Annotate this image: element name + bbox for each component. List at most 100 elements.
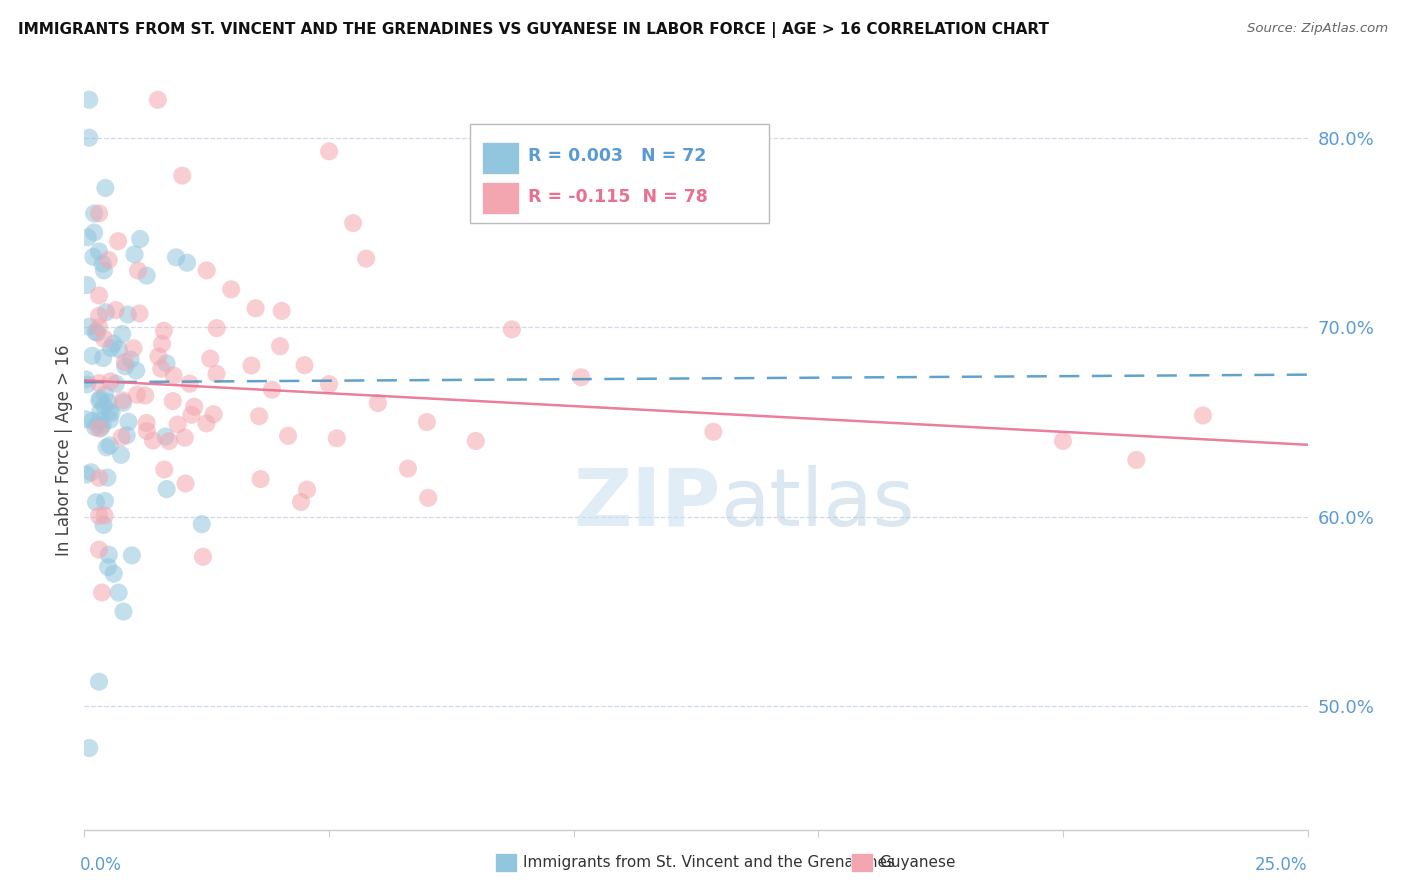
Y-axis label: In Labor Force | Age > 16: In Labor Force | Age > 16 — [55, 344, 73, 557]
Point — [205, 321, 228, 335]
Point — [191, 549, 214, 564]
Point — [82, 349, 104, 363]
Point — [89, 393, 111, 408]
Point — [240, 359, 263, 373]
Point — [87, 674, 110, 689]
Point — [124, 247, 146, 261]
Point — [98, 438, 121, 452]
Point — [702, 425, 724, 439]
Point — [76, 377, 98, 392]
Point — [202, 407, 225, 421]
Point — [318, 145, 340, 159]
Point — [100, 406, 122, 420]
Point — [77, 319, 100, 334]
Point — [166, 417, 188, 432]
Point — [76, 467, 98, 482]
Point — [416, 415, 439, 429]
Point — [94, 387, 117, 401]
Point — [135, 424, 157, 438]
Point — [114, 359, 136, 374]
Point — [103, 336, 125, 351]
Point — [172, 169, 194, 183]
Point — [155, 356, 177, 370]
Point — [103, 566, 125, 581]
Point — [75, 372, 97, 386]
Point — [277, 429, 299, 443]
Point — [98, 404, 121, 418]
Point — [396, 461, 419, 475]
Point — [94, 181, 117, 195]
Point — [134, 388, 156, 402]
Point — [195, 417, 218, 431]
Point — [129, 232, 152, 246]
Point — [180, 408, 202, 422]
Point — [173, 431, 195, 445]
Point — [326, 431, 349, 445]
Point — [155, 429, 177, 443]
Point — [150, 361, 173, 376]
Text: Guyanese: Guyanese — [879, 855, 955, 870]
Point — [91, 417, 114, 432]
Point — [89, 414, 111, 428]
Point — [165, 250, 187, 264]
Point — [84, 420, 107, 434]
Point — [464, 434, 486, 448]
Point — [290, 495, 312, 509]
Point — [83, 206, 105, 220]
Point — [142, 434, 165, 448]
Point — [111, 326, 134, 341]
Point — [146, 93, 169, 107]
Point — [260, 383, 283, 397]
Point — [148, 350, 170, 364]
Point — [117, 308, 139, 322]
Point — [82, 250, 104, 264]
Point — [91, 351, 114, 365]
Point — [77, 741, 100, 756]
Point — [115, 428, 138, 442]
Point — [96, 470, 118, 484]
Point — [112, 395, 135, 409]
Point — [87, 376, 110, 391]
FancyBboxPatch shape — [482, 142, 519, 174]
Text: 25.0%: 25.0% — [1256, 856, 1308, 874]
Point — [569, 370, 592, 384]
Point — [269, 339, 291, 353]
Text: IMMIGRANTS FROM ST. VINCENT AND THE GRENADINES VS GUYANESE IN LABOR FORCE | AGE : IMMIGRANTS FROM ST. VINCENT AND THE GREN… — [18, 22, 1049, 38]
Point — [84, 495, 107, 509]
Point — [100, 375, 122, 389]
Point — [247, 409, 270, 424]
Point — [111, 393, 134, 408]
Point — [97, 395, 120, 409]
FancyBboxPatch shape — [470, 124, 769, 223]
Point — [100, 341, 122, 355]
Point — [183, 400, 205, 414]
Point — [87, 320, 110, 334]
Point — [107, 234, 129, 248]
Point — [120, 352, 142, 367]
Point — [150, 337, 173, 351]
Point — [87, 542, 110, 557]
Point — [156, 482, 179, 496]
Point — [89, 404, 111, 418]
Point — [94, 494, 117, 508]
Point — [89, 392, 111, 406]
Point — [125, 388, 148, 402]
Point — [82, 414, 104, 428]
Point — [342, 216, 364, 230]
Point — [174, 476, 197, 491]
Point — [162, 394, 184, 409]
Point — [93, 263, 115, 277]
Point — [87, 288, 110, 302]
Point — [112, 605, 135, 619]
Point — [121, 549, 143, 563]
Text: R = -0.115  N = 78: R = -0.115 N = 78 — [529, 188, 709, 206]
Point — [157, 434, 180, 448]
Point — [90, 421, 112, 435]
Point — [77, 93, 100, 107]
Point — [104, 303, 127, 318]
Point — [93, 332, 115, 346]
Text: atlas: atlas — [720, 465, 915, 542]
Point — [97, 253, 120, 268]
Point — [107, 585, 129, 599]
Point — [87, 421, 110, 435]
